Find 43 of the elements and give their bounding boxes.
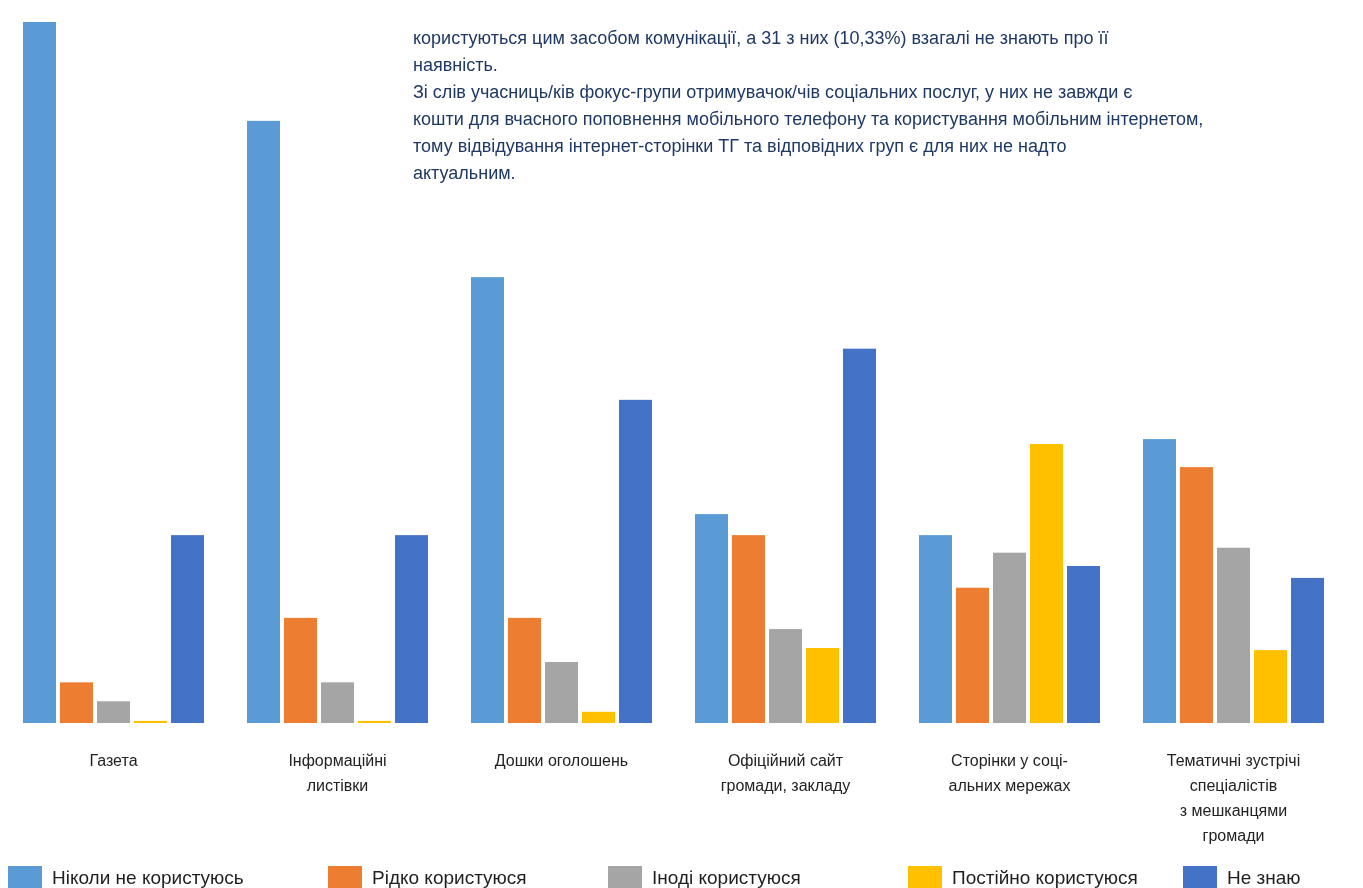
bar (171, 535, 204, 723)
x-tick-label: Газета (89, 752, 138, 769)
bar (732, 535, 765, 723)
bar (1254, 650, 1287, 723)
bar (1217, 547, 1250, 723)
bar (321, 682, 354, 723)
bar (919, 535, 952, 723)
bar (134, 720, 167, 723)
bar (284, 617, 317, 723)
x-tick-label: Сторінки у соці- альних мережах (948, 752, 1071, 794)
bar (1067, 565, 1100, 723)
bar (806, 647, 839, 723)
bar (695, 514, 728, 723)
bar (1180, 467, 1213, 723)
legend-label: Постійно користуюся (952, 867, 1138, 888)
bar (582, 711, 615, 723)
legend-label: Рідко користуюся (372, 867, 527, 888)
x-tick-label: Інформаційні листівки (288, 752, 387, 794)
bar (60, 682, 93, 723)
bar (619, 399, 652, 723)
bar (508, 617, 541, 723)
x-tick-label: Дошки оголошень (494, 752, 629, 769)
bar (97, 701, 130, 723)
annotation: Зі слів учасниць/ків фокус-групи отримувачок/чів соціальних послуг, у них не завжди є кошти для вчасного поповнення мобільного телефону та користування мобільним інтернетом, тому відвідування інтернет-сторінки ТГ та відповідних груп є для них не надто актуальним. (413, 82, 1204, 183)
x-tick-label: Офіційний сайт громади, закладу (720, 752, 851, 794)
legend-label: Ніколи не користуюсь (52, 867, 244, 888)
bar (1030, 444, 1063, 723)
bar (1291, 577, 1324, 723)
legend-label: Іноді користуюся (652, 867, 801, 888)
bar (1143, 439, 1176, 723)
bar (395, 535, 428, 723)
bar (471, 277, 504, 723)
legend-label: Не знаю (1227, 867, 1301, 888)
bar (843, 348, 876, 723)
bar (545, 662, 578, 723)
bar (993, 552, 1026, 723)
bar (23, 22, 56, 723)
bar (769, 629, 802, 723)
bar (956, 587, 989, 723)
annotation: користуються цим засобом комунікації, а 31 з них (10,33%) взагалі не знають про її наявність. (413, 28, 1109, 75)
bar (358, 720, 391, 723)
x-tick-label: Тематичні зустрічі спеціалістів з мешканцями громади (1166, 752, 1301, 844)
bar (247, 120, 280, 723)
